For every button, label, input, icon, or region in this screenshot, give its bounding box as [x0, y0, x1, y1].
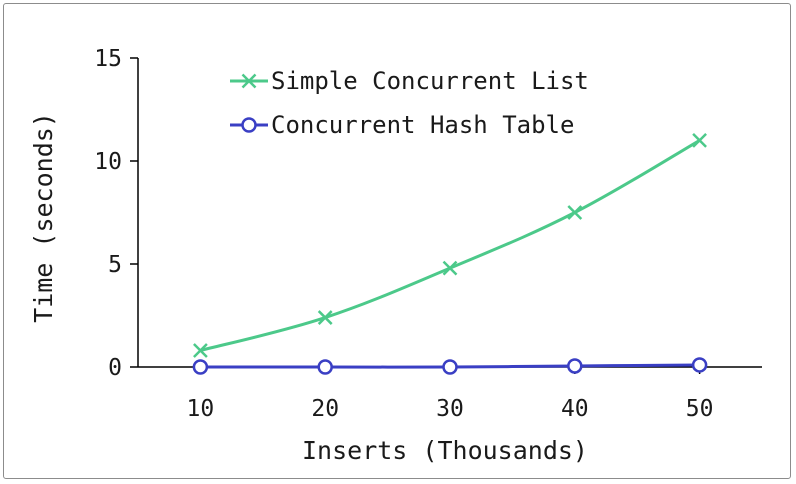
x-axis-title: Inserts (Thousands)	[302, 436, 588, 465]
y-tick-label: 5	[108, 252, 122, 278]
legend: Simple Concurrent List Concurrent Hash Ta…	[230, 67, 589, 139]
legend-entry: Concurrent Hash Table	[230, 111, 574, 139]
data-point	[692, 133, 707, 148]
data-point	[317, 359, 333, 375]
legend-entry: Simple Concurrent List	[230, 67, 589, 95]
data-point	[192, 359, 209, 375]
series-line	[200, 139, 701, 352]
x-tick-label: 20	[311, 396, 339, 422]
x-tick-label: 50	[686, 396, 714, 422]
axes	[137, 58, 762, 368]
x-tick-label: 30	[436, 396, 464, 422]
data-point	[193, 343, 208, 358]
chart-frame	[3, 3, 791, 479]
data-point	[442, 359, 458, 375]
data-point	[567, 358, 583, 374]
y-tick-label: 10	[94, 149, 122, 175]
series-layer	[192, 133, 708, 375]
data-point	[317, 310, 333, 325]
y-tick-label: 0	[108, 355, 122, 381]
legend-marker	[241, 73, 257, 89]
x-ticks: 10 20 30 40 50	[187, 367, 714, 422]
y-tick-label: 15	[94, 46, 122, 72]
y-axis-title: Time (seconds)	[29, 112, 58, 323]
data-point	[567, 205, 583, 220]
legend-marker	[241, 117, 257, 133]
series-0	[193, 133, 707, 358]
data-point	[442, 260, 458, 276]
legend-label: Simple Concurrent List	[271, 67, 589, 95]
x-tick-label: 40	[561, 396, 589, 422]
data-point	[691, 357, 708, 373]
y-ticks: 0 5 10 15	[94, 46, 138, 381]
series-1	[192, 357, 708, 375]
legend-label: Concurrent Hash Table	[271, 111, 574, 139]
x-tick-label: 10	[187, 396, 215, 422]
